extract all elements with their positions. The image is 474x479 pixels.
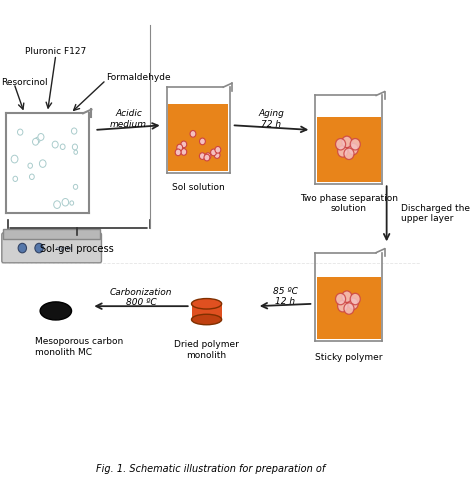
Circle shape [73,144,77,150]
Text: Sticky polymer: Sticky polymer [315,353,383,362]
Circle shape [336,138,346,150]
Text: Formaldehyde: Formaldehyde [106,73,171,82]
Circle shape [181,148,187,155]
Circle shape [11,155,18,163]
Text: Sol solution: Sol solution [172,183,225,192]
Text: Mesoporous carbon
monolith MC: Mesoporous carbon monolith MC [35,337,123,356]
Circle shape [204,154,210,161]
Circle shape [52,141,58,148]
Circle shape [210,149,217,156]
Circle shape [344,303,354,314]
Circle shape [205,153,211,160]
Circle shape [200,138,205,145]
Circle shape [29,174,34,180]
Circle shape [342,291,352,302]
Ellipse shape [191,298,222,309]
Circle shape [190,130,196,137]
Text: Aging
72 h: Aging 72 h [258,109,284,129]
Text: Acidic
medium: Acidic medium [110,109,147,129]
Text: Fig. 1. Schematic illustration for preparation of: Fig. 1. Schematic illustration for prepa… [96,464,325,474]
Circle shape [18,243,27,253]
Circle shape [74,150,78,154]
Polygon shape [317,117,381,182]
Polygon shape [7,211,88,213]
Circle shape [35,137,40,143]
Text: Dried polymer
monolith: Dried polymer monolith [174,341,239,360]
Circle shape [181,141,187,148]
Circle shape [337,300,348,312]
Circle shape [13,176,18,182]
Circle shape [54,201,61,208]
Polygon shape [168,104,228,171]
Circle shape [177,144,182,151]
FancyBboxPatch shape [2,233,101,263]
FancyBboxPatch shape [3,229,100,240]
Circle shape [336,293,346,305]
Text: Carbonization
800 ºC: Carbonization 800 ºC [110,288,172,308]
Circle shape [70,201,73,205]
Circle shape [33,138,38,145]
Text: Pluronic F127: Pluronic F127 [25,47,86,56]
Circle shape [214,152,220,159]
Text: Sol-gel process: Sol-gel process [40,244,114,254]
Circle shape [175,149,181,156]
Text: Resorcinol: Resorcinol [1,78,48,87]
Ellipse shape [40,302,72,320]
Circle shape [18,129,23,135]
Circle shape [350,138,360,150]
Circle shape [337,146,348,157]
Circle shape [60,144,65,149]
Ellipse shape [191,314,222,325]
Circle shape [62,198,69,206]
Circle shape [215,147,221,153]
Circle shape [72,128,77,134]
Text: digits: digits [55,246,73,251]
Circle shape [39,160,46,167]
Text: Discharged the
upper layer: Discharged the upper layer [401,204,470,224]
Circle shape [348,143,358,155]
Circle shape [200,153,205,160]
Polygon shape [191,304,222,319]
Circle shape [38,134,44,140]
Text: Two phase separation
solution: Two phase separation solution [300,194,398,214]
Circle shape [348,298,358,309]
Text: 85 ºC
12 h: 85 ºC 12 h [273,287,298,306]
Circle shape [344,148,354,160]
Polygon shape [317,277,381,339]
Circle shape [73,184,78,189]
Circle shape [28,163,33,168]
Circle shape [342,136,352,148]
Circle shape [350,293,360,305]
Circle shape [35,243,43,253]
